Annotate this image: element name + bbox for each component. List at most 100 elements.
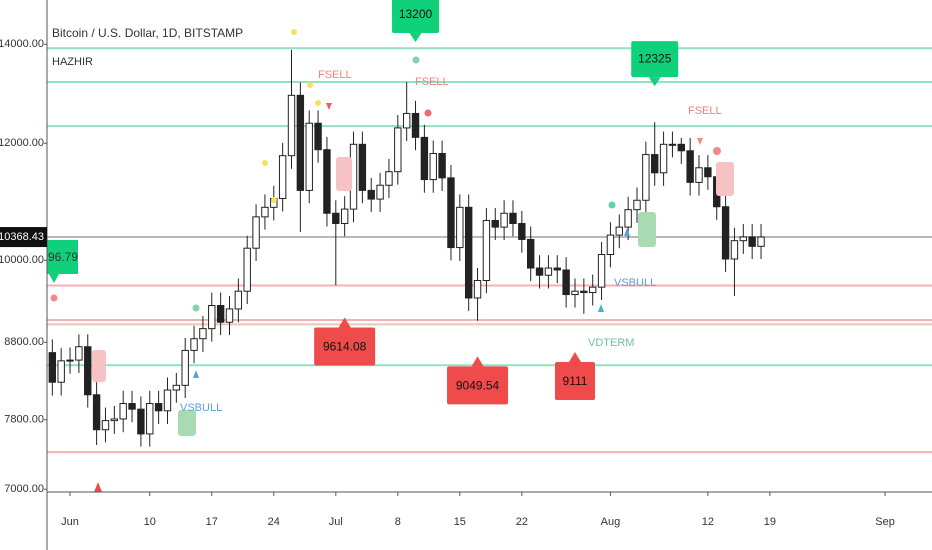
callout-label: 13200 [399, 7, 433, 21]
candle-body [137, 408, 145, 435]
candle-body [128, 403, 136, 410]
candle-body [544, 267, 553, 276]
candle-body [730, 240, 739, 260]
candle-body [75, 346, 83, 361]
candle-body [553, 267, 561, 271]
candle-body [394, 127, 402, 173]
callout-pointer [648, 77, 661, 87]
marker [192, 304, 200, 312]
marker [271, 197, 277, 203]
candle-body [535, 267, 544, 276]
edge-callout-pointer [49, 274, 59, 283]
candle-body [84, 346, 92, 396]
callout-pointer [338, 317, 351, 328]
marker [424, 109, 432, 117]
candle-body [119, 403, 127, 420]
candle-body [518, 222, 526, 240]
axes: 14000.00 12000.00 10000.00 8800.00 7800.00 70… [0, 38, 895, 528]
marker [624, 228, 630, 236]
candle-body [456, 206, 464, 249]
candle-body [48, 352, 57, 383]
candle-body [296, 94, 305, 191]
candle-body [57, 360, 65, 383]
x-tick-label: 10 [144, 516, 156, 528]
callout-pointer [409, 33, 422, 43]
candle-body [482, 219, 491, 281]
signal-label: VSBULL [180, 402, 222, 414]
candle-body [491, 219, 499, 228]
candle-body [757, 236, 765, 247]
candle-body [332, 212, 340, 224]
marker [50, 294, 58, 302]
candle-body [305, 122, 313, 191]
candle-body [447, 177, 455, 249]
candle-body [376, 184, 384, 200]
candle-body [748, 236, 756, 247]
signal-label: VDTERM [588, 337, 634, 349]
candle-body [668, 143, 677, 146]
marker [178, 410, 196, 436]
candle-body [146, 403, 154, 435]
candle-body [234, 290, 243, 310]
candle-body [287, 94, 296, 157]
candle-body [208, 304, 216, 330]
y-tick-label: 7800.00 [4, 414, 44, 426]
callout-pointer [471, 356, 484, 367]
marker [315, 100, 321, 106]
candle-body [642, 154, 650, 201]
x-tick-label: Jun [61, 516, 79, 528]
signal-label: FSELL [688, 105, 722, 117]
callout-pointer [568, 352, 581, 363]
candle-body [704, 167, 712, 178]
marker [412, 56, 420, 64]
x-tick-label: 19 [764, 516, 776, 528]
candle-body [154, 403, 163, 412]
edge-callout [47, 240, 78, 274]
x-tick-label: Sep [875, 516, 895, 528]
candle-body [597, 254, 606, 288]
candle-body [411, 112, 420, 138]
candle-body [314, 122, 322, 151]
candle-body [340, 208, 349, 224]
callout-label: 9049.54 [456, 379, 500, 393]
candle-body [659, 143, 668, 174]
candle-body [172, 384, 181, 391]
candle-body [367, 189, 375, 200]
candle-body [225, 308, 234, 323]
candle-body [615, 226, 623, 236]
candle-body [420, 136, 429, 181]
candle-body [385, 171, 393, 186]
x-tick-label: 12 [702, 516, 714, 528]
candle-body [243, 247, 251, 292]
x-tick-label: Jul [329, 516, 343, 528]
candle-body [739, 236, 748, 242]
signal-label: FSELL [318, 69, 352, 81]
candle-body [571, 290, 579, 296]
price-label-box [0, 227, 47, 248]
marker [262, 160, 268, 166]
candle-body [721, 206, 730, 260]
candle-body [252, 216, 260, 249]
marker [307, 82, 313, 88]
callout-box [314, 327, 376, 366]
candle-body [686, 150, 694, 183]
marker [608, 201, 616, 209]
callouts: 13200 12325 9614.08 9049.54 9111 [314, 0, 679, 405]
candle-body [402, 112, 411, 129]
candle-body [323, 149, 331, 214]
marker [193, 370, 199, 378]
callout-box [631, 41, 679, 78]
candle-body [358, 143, 367, 191]
candle-body [580, 290, 588, 294]
x-tick-label: 24 [268, 516, 280, 528]
callout-box [447, 366, 509, 405]
marker [638, 212, 656, 247]
candle-body [624, 209, 632, 228]
callout-box [554, 362, 595, 401]
y-tick-label: 7000.00 [4, 483, 44, 495]
levels [47, 47, 932, 454]
candle-body [606, 234, 615, 256]
y-tick-label: 12000.00 [0, 137, 44, 149]
marker [291, 29, 297, 35]
